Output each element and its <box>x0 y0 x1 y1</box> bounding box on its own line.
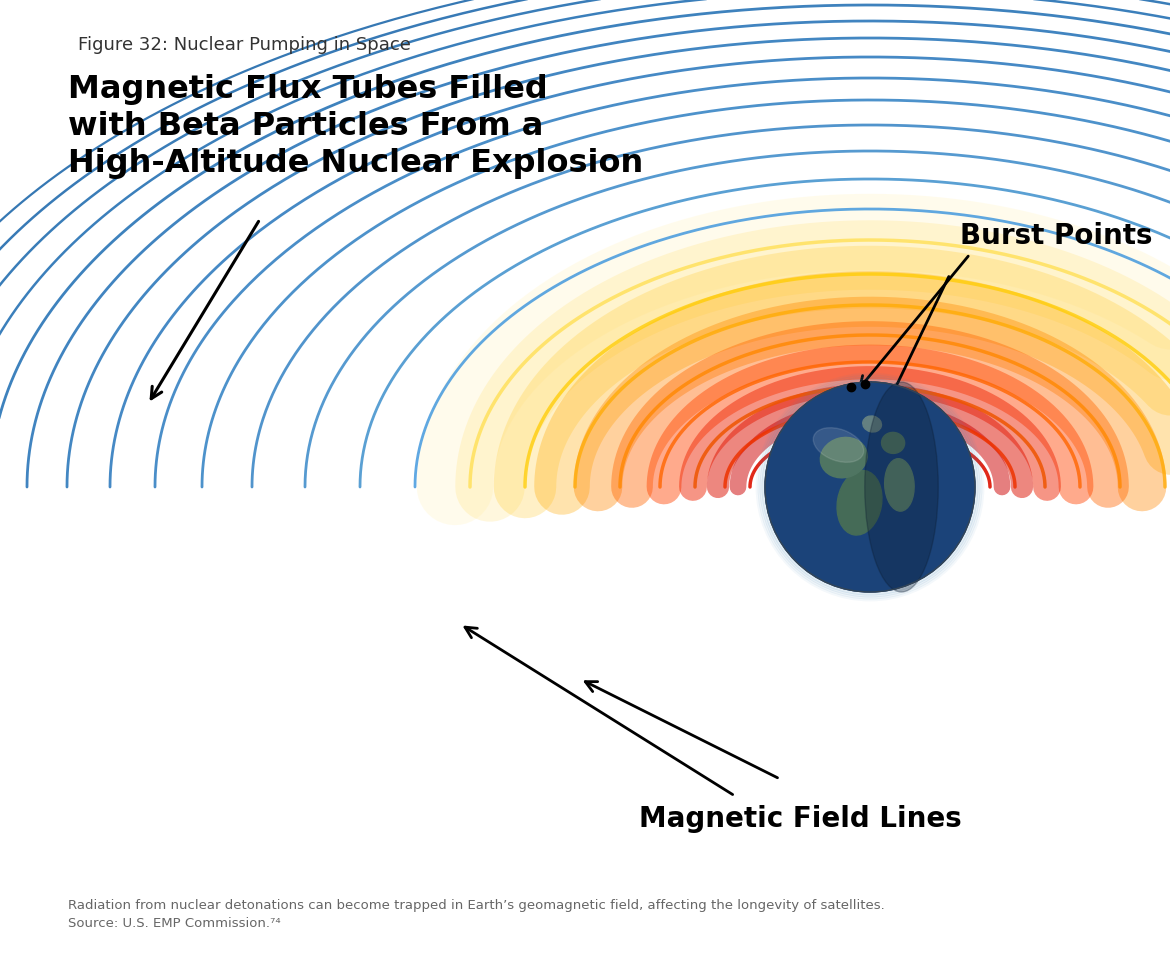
Ellipse shape <box>837 470 882 535</box>
Ellipse shape <box>885 459 914 511</box>
Ellipse shape <box>862 416 881 432</box>
Ellipse shape <box>865 382 938 592</box>
Text: Radiation from nuclear detonations can become trapped in Earth’s geomagnetic fie: Radiation from nuclear detonations can b… <box>68 899 885 912</box>
Text: Magnetic Flux Tubes Filled
with Beta Particles From a
High-Altitude Nuclear Expl: Magnetic Flux Tubes Filled with Beta Par… <box>68 74 644 179</box>
Text: Burst Points: Burst Points <box>961 222 1152 250</box>
Text: Magnetic Field Lines: Magnetic Field Lines <box>639 805 962 833</box>
Ellipse shape <box>820 437 867 478</box>
Text: Figure 32: Nuclear Pumping in Space: Figure 32: Nuclear Pumping in Space <box>78 36 411 54</box>
Text: Source: U.S. EMP Commission.⁷⁴: Source: U.S. EMP Commission.⁷⁴ <box>68 917 281 930</box>
Circle shape <box>765 382 975 592</box>
Ellipse shape <box>881 432 904 454</box>
Circle shape <box>765 382 975 592</box>
Ellipse shape <box>813 428 863 463</box>
